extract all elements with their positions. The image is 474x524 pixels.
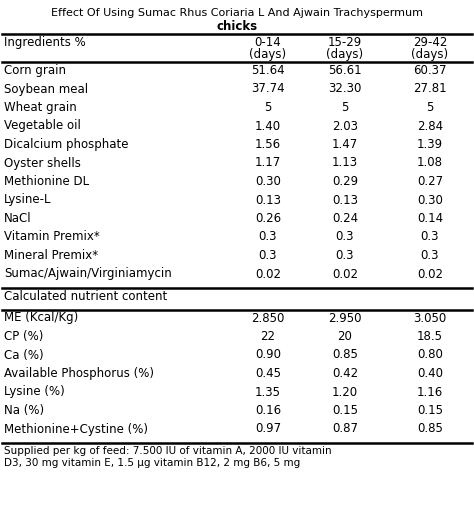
Text: 0-14: 0-14: [255, 36, 282, 49]
Text: 1.16: 1.16: [417, 386, 443, 398]
Text: 1.40: 1.40: [255, 119, 281, 133]
Text: 0.85: 0.85: [332, 348, 358, 362]
Text: 0.3: 0.3: [336, 231, 354, 244]
Text: 0.30: 0.30: [255, 175, 281, 188]
Text: Soybean meal: Soybean meal: [4, 82, 88, 95]
Text: NaCl: NaCl: [4, 212, 32, 225]
Text: 20: 20: [337, 330, 353, 343]
Text: 15-29: 15-29: [328, 36, 362, 49]
Text: 0.87: 0.87: [332, 422, 358, 435]
Text: 2.850: 2.850: [251, 311, 285, 324]
Text: Lysine (%): Lysine (%): [4, 386, 65, 398]
Text: 0.45: 0.45: [255, 367, 281, 380]
Text: 0.3: 0.3: [421, 231, 439, 244]
Text: 0.40: 0.40: [417, 367, 443, 380]
Text: 22: 22: [261, 330, 275, 343]
Text: Effect Of Using Sumac Rhus Coriaria L And Ajwain Trachyspermum: Effect Of Using Sumac Rhus Coriaria L An…: [51, 8, 423, 18]
Text: Calculated nutrient content: Calculated nutrient content: [4, 290, 167, 303]
Text: 27.81: 27.81: [413, 82, 447, 95]
Text: 3.050: 3.050: [413, 311, 447, 324]
Text: 0.3: 0.3: [336, 249, 354, 262]
Text: Available Phosphorus (%): Available Phosphorus (%): [4, 367, 154, 380]
Text: Supplied per kg of feed: 7.500 IU of vitamin A, 2000 IU vitamin
D3, 30 mg vitami: Supplied per kg of feed: 7.500 IU of vit…: [4, 446, 332, 467]
Text: 1.56: 1.56: [255, 138, 281, 151]
Text: 0.27: 0.27: [417, 175, 443, 188]
Text: 0.16: 0.16: [255, 404, 281, 417]
Text: 0.3: 0.3: [421, 249, 439, 262]
Text: Na (%): Na (%): [4, 404, 44, 417]
Text: 1.13: 1.13: [332, 157, 358, 169]
Text: 1.17: 1.17: [255, 157, 281, 169]
Text: 1.35: 1.35: [255, 386, 281, 398]
Text: 0.3: 0.3: [259, 231, 277, 244]
Text: 0.15: 0.15: [417, 404, 443, 417]
Text: Methionine DL: Methionine DL: [4, 175, 89, 188]
Text: Ingredients %: Ingredients %: [4, 36, 86, 49]
Text: Sumac/Ajwain/Virginiamycin: Sumac/Ajwain/Virginiamycin: [4, 267, 172, 280]
Text: 0.3: 0.3: [259, 249, 277, 262]
Text: 0.30: 0.30: [417, 193, 443, 206]
Text: Corn grain: Corn grain: [4, 64, 66, 77]
Text: 60.37: 60.37: [413, 64, 447, 77]
Text: (days): (days): [411, 48, 448, 61]
Text: Mineral Premix*: Mineral Premix*: [4, 249, 98, 262]
Text: 1.39: 1.39: [417, 138, 443, 151]
Text: CP (%): CP (%): [4, 330, 44, 343]
Text: 1.08: 1.08: [417, 157, 443, 169]
Text: 0.24: 0.24: [332, 212, 358, 225]
Text: 0.02: 0.02: [332, 267, 358, 280]
Text: 5: 5: [264, 101, 272, 114]
Text: 1.47: 1.47: [332, 138, 358, 151]
Text: chicks: chicks: [217, 20, 257, 33]
Text: 0.42: 0.42: [332, 367, 358, 380]
Text: 1.20: 1.20: [332, 386, 358, 398]
Text: 29-42: 29-42: [413, 36, 447, 49]
Text: 0.14: 0.14: [417, 212, 443, 225]
Text: Ca (%): Ca (%): [4, 348, 44, 362]
Text: 5: 5: [426, 101, 434, 114]
Text: 0.15: 0.15: [332, 404, 358, 417]
Text: Wheat grain: Wheat grain: [4, 101, 77, 114]
Text: 0.02: 0.02: [255, 267, 281, 280]
Text: Oyster shells: Oyster shells: [4, 157, 81, 169]
Text: 2.03: 2.03: [332, 119, 358, 133]
Text: ME (Kcal/Kg): ME (Kcal/Kg): [4, 311, 78, 324]
Text: 0.13: 0.13: [255, 193, 281, 206]
Text: 0.80: 0.80: [417, 348, 443, 362]
Text: (days): (days): [327, 48, 364, 61]
Text: (days): (days): [249, 48, 287, 61]
Text: 0.26: 0.26: [255, 212, 281, 225]
Text: Vegetable oil: Vegetable oil: [4, 119, 81, 133]
Text: 0.13: 0.13: [332, 193, 358, 206]
Text: 0.90: 0.90: [255, 348, 281, 362]
Text: 5: 5: [341, 101, 349, 114]
Text: 0.29: 0.29: [332, 175, 358, 188]
Text: Dicalcium phosphate: Dicalcium phosphate: [4, 138, 128, 151]
Text: 0.85: 0.85: [417, 422, 443, 435]
Text: 32.30: 32.30: [328, 82, 362, 95]
Text: 2.84: 2.84: [417, 119, 443, 133]
Text: Lysine-L: Lysine-L: [4, 193, 52, 206]
Text: 0.02: 0.02: [417, 267, 443, 280]
Text: Methionine+Cystine (%): Methionine+Cystine (%): [4, 422, 148, 435]
Text: 56.61: 56.61: [328, 64, 362, 77]
Text: 18.5: 18.5: [417, 330, 443, 343]
Text: Vitamin Premix*: Vitamin Premix*: [4, 231, 100, 244]
Text: 2.950: 2.950: [328, 311, 362, 324]
Text: 0.97: 0.97: [255, 422, 281, 435]
Text: 37.74: 37.74: [251, 82, 285, 95]
Text: 51.64: 51.64: [251, 64, 285, 77]
